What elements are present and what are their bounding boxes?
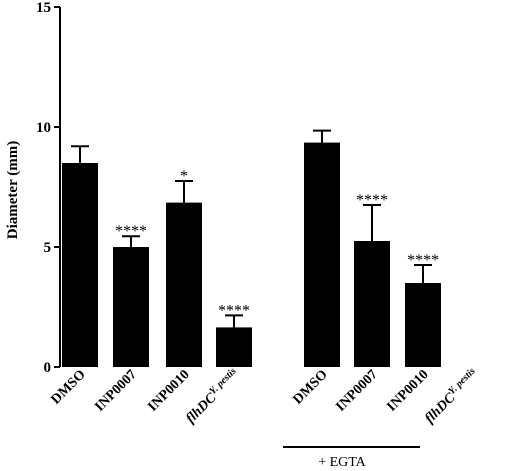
bars bbox=[62, 142, 441, 367]
significance-label: * bbox=[180, 168, 188, 185]
y-tick-label: 15 bbox=[36, 0, 51, 16]
x-tick-label: DMSO bbox=[49, 367, 89, 407]
bar bbox=[216, 327, 252, 367]
x-tick-label: DMSO bbox=[291, 367, 331, 407]
x-tick-label: INP0007 bbox=[92, 367, 139, 414]
x-tick-label-name: DMSO bbox=[291, 367, 331, 407]
y-tick-label: 0 bbox=[44, 360, 52, 376]
x-tick-label-name: INP0007 bbox=[92, 367, 139, 414]
x-tick-label-name: INP0010 bbox=[145, 367, 192, 414]
x-tick-label: INP0010 bbox=[384, 367, 431, 414]
x-tick-label: flhDCY. pestis bbox=[182, 365, 243, 426]
x-tick-label: INP0010 bbox=[145, 367, 192, 414]
significance-label: **** bbox=[218, 302, 250, 319]
bar bbox=[354, 241, 390, 367]
bar bbox=[166, 202, 202, 367]
significance-label: **** bbox=[407, 252, 439, 269]
x-tick-label-sup: Y. pestis bbox=[207, 365, 238, 396]
y-tick-label: 5 bbox=[44, 240, 52, 256]
x-tick-label: INP0007 bbox=[333, 367, 380, 414]
x-tick-label-name: INP0010 bbox=[384, 367, 431, 414]
significance-labels: ***************** bbox=[115, 168, 439, 319]
bar bbox=[304, 142, 340, 367]
x-tick-label: flhDCY. pestis bbox=[421, 365, 482, 426]
y-axis: 0 5 10 15 bbox=[36, 0, 61, 376]
y-axis-label: Diameter (mm) bbox=[5, 141, 21, 239]
bar bbox=[113, 247, 149, 367]
egta-group: + EGTA bbox=[283, 446, 420, 470]
bar bbox=[405, 283, 441, 367]
x-tick-label-sup: Y. pestis bbox=[446, 365, 477, 396]
error-bars bbox=[71, 129, 432, 328]
x-tick-label-name: DMSO bbox=[49, 367, 89, 407]
x-tick-label-name: INP0007 bbox=[333, 367, 380, 414]
significance-label: **** bbox=[356, 192, 388, 209]
significance-label: **** bbox=[115, 223, 147, 240]
bar bbox=[62, 163, 98, 367]
y-tick-label: 10 bbox=[36, 120, 51, 136]
egta-group-label: + EGTA bbox=[318, 455, 366, 470]
